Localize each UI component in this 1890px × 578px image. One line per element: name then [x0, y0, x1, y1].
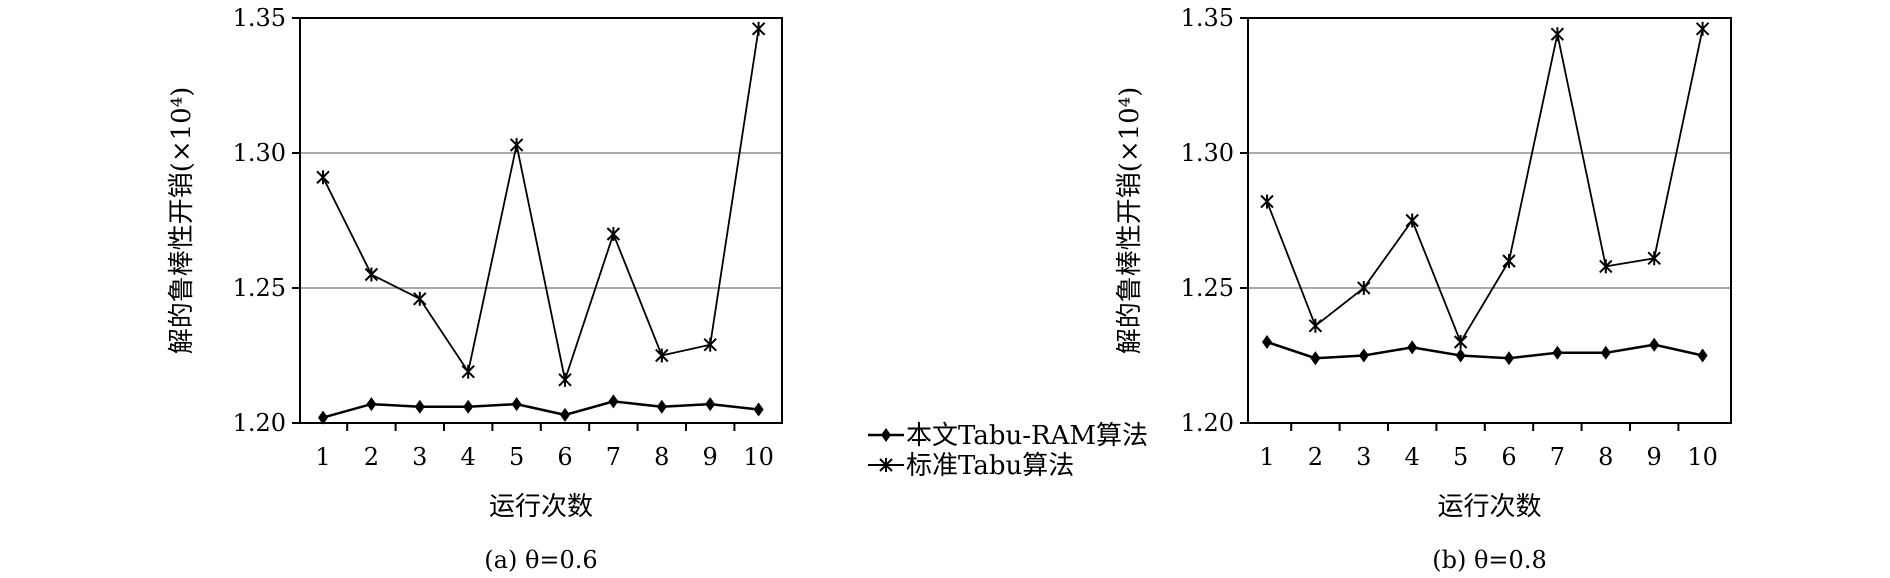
- x-axis-label: 运行次数: [489, 492, 593, 522]
- data-point: [1550, 27, 1565, 42]
- data-point: [1407, 340, 1418, 355]
- x-tick-label: 9: [703, 443, 718, 471]
- data-point: [414, 399, 425, 414]
- x-tick-label: 7: [1550, 443, 1565, 471]
- x-tick-label: 9: [1647, 443, 1662, 471]
- data-point: [364, 267, 379, 282]
- series-line: [322, 400, 759, 419]
- legend-label-standard-tabu: 标准Tabu算法: [906, 451, 1074, 481]
- data-point: [1502, 254, 1516, 268]
- data-point: [1357, 281, 1371, 295]
- x-tick-label: 4: [461, 443, 476, 471]
- panel-caption: (a) θ=0.6: [484, 546, 597, 574]
- x-tick-label: 1: [315, 443, 330, 471]
- data-point: [509, 137, 524, 152]
- x-tick-label: 2: [364, 443, 379, 471]
- y-tick-label: 1.25: [233, 274, 286, 302]
- x-tick-label: 6: [557, 443, 572, 471]
- y-tick-label: 1.20: [1181, 409, 1234, 437]
- data-point: [753, 402, 764, 417]
- x-tick-label: 8: [1598, 443, 1613, 471]
- x-tick-label: 10: [1687, 443, 1718, 471]
- data-point: [606, 227, 621, 241]
- data-point: [413, 291, 427, 306]
- data-point: [1358, 348, 1369, 363]
- data-point: [316, 170, 330, 185]
- data-point: [1695, 21, 1710, 36]
- data-point: [705, 397, 716, 412]
- data-point: [1260, 194, 1274, 209]
- data-point: [1504, 351, 1514, 366]
- data-point: [1600, 345, 1611, 360]
- data-point: [558, 372, 572, 387]
- y-tick-label: 1.25: [1181, 274, 1234, 302]
- y-tick-label: 1.30: [1181, 139, 1234, 167]
- chart-panel-b: 1.20 1.25 1.30 1.35 1 2 3 4 5 6 7 8 9 10 运行次数 解的鲁棒性开销…: [1115, 4, 1732, 574]
- x-tick-label: 3: [1356, 443, 1371, 471]
- data-point: [1310, 351, 1321, 366]
- data-point: [703, 337, 717, 352]
- panel-caption: (b) θ=0.8: [1432, 546, 1546, 574]
- data-point: [318, 410, 328, 425]
- plot-frame: [1247, 17, 1732, 424]
- data-point: [511, 397, 522, 412]
- plot-frame: [299, 17, 783, 424]
- diamond-marker-icon: [881, 428, 891, 442]
- data-point: [608, 394, 619, 409]
- data-point: [1552, 345, 1563, 360]
- y-tick-label: 1.20: [233, 409, 286, 437]
- x-axis-label: 运行次数: [1437, 492, 1541, 522]
- data-point: [1647, 251, 1661, 266]
- legend: 本文Tabu-RAM算法 标准Tabu算法: [868, 421, 1148, 481]
- legend-label-tabu-ram: 本文Tabu-RAM算法: [906, 421, 1148, 451]
- data-point: [560, 407, 570, 422]
- y-tick-label: 1.35: [1181, 4, 1234, 32]
- data-point: [1697, 348, 1708, 363]
- series-line: [322, 28, 760, 384]
- legend-item-tabu-ram: 本文Tabu-RAM算法: [868, 421, 1148, 451]
- data-point: [1649, 337, 1660, 352]
- x-tick-label: 2: [1308, 443, 1323, 471]
- x-tick-label: 5: [509, 443, 524, 471]
- y-tick-label: 1.35: [233, 4, 286, 32]
- data-point: [751, 21, 766, 36]
- data-point: [1405, 213, 1419, 228]
- data-point: [1453, 335, 1468, 349]
- x-tick-label: 6: [1501, 443, 1516, 471]
- data-point: [655, 348, 669, 363]
- legend-item-standard-tabu: 标准Tabu算法: [868, 451, 1074, 481]
- data-point: [656, 399, 667, 414]
- star-marker-icon: [879, 458, 893, 472]
- data-point: [1455, 348, 1466, 363]
- x-tick-label: 7: [606, 443, 621, 471]
- y-tick-label: 1.30: [233, 139, 286, 167]
- x-tick-label: 1: [1259, 443, 1274, 471]
- data-point: [366, 397, 377, 412]
- x-tick-label: 8: [654, 443, 669, 471]
- data-point: [461, 364, 475, 379]
- data-point: [1308, 318, 1323, 333]
- chart-panel-a: 1.20 1.25 1.30 1.35 1 2 3 4 5 6 7 8 9 10 运行次数 解的鲁棒性开销…: [167, 4, 783, 574]
- series-line: [1266, 28, 1704, 345]
- x-tick-label: 4: [1405, 443, 1420, 471]
- x-tick-label: 5: [1453, 443, 1468, 471]
- x-tick-label: 10: [743, 443, 774, 471]
- data-point: [1262, 335, 1272, 349]
- x-tick-label: 3: [412, 443, 427, 471]
- data-point: [1599, 259, 1613, 274]
- data-point: [463, 399, 474, 414]
- y-axis-label: 解的鲁棒性开销(×10⁴): [1115, 87, 1145, 355]
- y-axis-label: 解的鲁棒性开销(×10⁴): [167, 87, 197, 355]
- series-line: [1266, 340, 1703, 360]
